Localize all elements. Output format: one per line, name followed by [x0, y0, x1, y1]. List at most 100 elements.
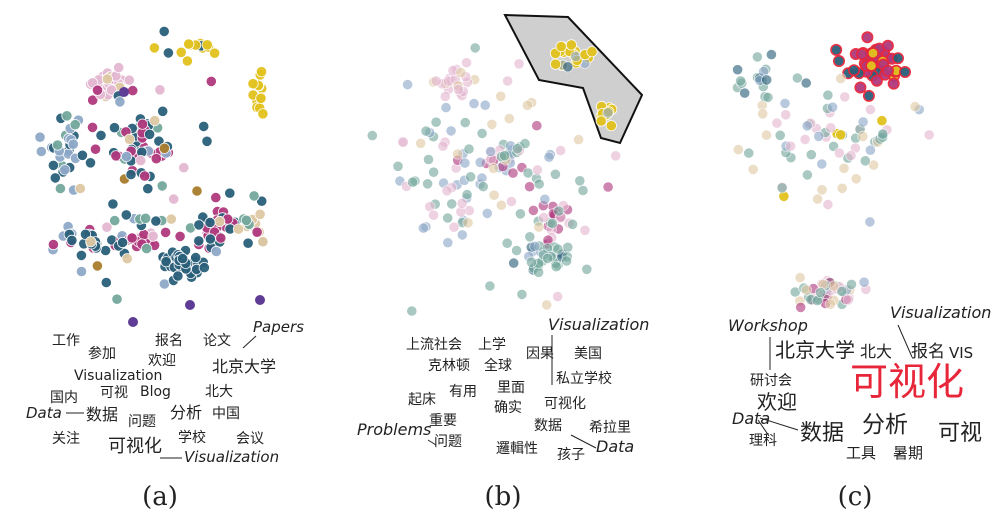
scatter-point[interactable]: [828, 280, 840, 292]
scatter-point[interactable]: [247, 78, 259, 90]
scatter-point[interactable]: [255, 66, 268, 78]
wordcloud-term[interactable]: 希拉里: [589, 420, 631, 436]
scatter-point[interactable]: [498, 150, 511, 162]
scatter-point[interactable]: [845, 278, 858, 290]
lasso-selection[interactable]: [503, 13, 644, 145]
scatter-point[interactable]: [86, 121, 99, 134]
scatter-point[interactable]: [210, 245, 222, 258]
scatter-point[interactable]: [864, 144, 877, 156]
scatter-point[interactable]: [204, 216, 216, 229]
scatter-point[interactable]: [455, 67, 467, 79]
scatter-point[interactable]: [138, 229, 150, 241]
scatter-point[interactable]: [838, 162, 850, 174]
scatter-point[interactable]: [193, 235, 205, 247]
wordcloud-term[interactable]: 私立学校: [556, 370, 612, 387]
scatter-point[interactable]: [456, 197, 468, 209]
scatter-point[interactable]: [610, 150, 622, 162]
wordcloud-term[interactable]: 研讨会: [750, 373, 792, 389]
wordcloud-term[interactable]: 上学: [478, 337, 506, 353]
scatter-point[interactable]: [430, 116, 442, 128]
scatter-point[interactable]: [552, 290, 564, 303]
wordcloud-term[interactable]: Visualization: [548, 315, 649, 334]
scatter-point[interactable]: [255, 295, 265, 305]
scatter-point[interactable]: [539, 193, 551, 205]
wordcloud-term[interactable]: 参加: [88, 345, 116, 362]
scatter-point[interactable]: [747, 163, 759, 175]
scatter-point[interactable]: [175, 46, 187, 58]
wordcloud-term[interactable]: Data: [26, 404, 62, 422]
scatter-point[interactable]: [881, 64, 894, 77]
scatter-point[interactable]: [397, 136, 409, 148]
scatter-point[interactable]: [791, 72, 804, 84]
scatter-point[interactable]: [91, 84, 104, 96]
wordcloud-term[interactable]: 上流社会: [406, 337, 462, 353]
scatter-point[interactable]: [406, 176, 419, 188]
scatter-point[interactable]: [822, 199, 834, 211]
scatter-point[interactable]: [215, 232, 227, 244]
scatter-point[interactable]: [67, 138, 79, 150]
scatter-point[interactable]: [366, 130, 378, 142]
scatter-point[interactable]: [49, 172, 61, 184]
scatter-point[interactable]: [765, 48, 778, 61]
scatter-point[interactable]: [224, 187, 236, 199]
scatter-point[interactable]: [59, 164, 71, 176]
scatter-point[interactable]: [210, 192, 222, 204]
scatter-point[interactable]: [495, 199, 507, 211]
scatter-point[interactable]: [549, 58, 562, 70]
wordcloud-term[interactable]: 报名: [911, 342, 945, 362]
scatter-point[interactable]: [524, 231, 536, 243]
scatter-point[interactable]: [605, 120, 617, 132]
scatter-point[interactable]: [154, 84, 166, 96]
scatter-point[interactable]: [814, 286, 827, 299]
scatter-point[interactable]: [836, 285, 848, 297]
scatter-point[interactable]: [577, 184, 589, 197]
wordcloud-term[interactable]: Problems: [357, 420, 431, 439]
scatter-point[interactable]: [401, 79, 414, 91]
scatter-point[interactable]: [459, 117, 471, 129]
scatter-point[interactable]: [459, 157, 471, 169]
scatter-point[interactable]: [579, 224, 591, 236]
scatter-point[interactable]: [581, 263, 593, 275]
scatter-point[interactable]: [825, 122, 837, 134]
scatter-point[interactable]: [602, 181, 614, 193]
scatter-point[interactable]: [95, 129, 107, 141]
wordcloud-term[interactable]: 确实: [494, 400, 522, 416]
wordcloud-term[interactable]: 问题: [434, 434, 462, 450]
scatter-point[interactable]: [100, 244, 112, 257]
wordcloud-term[interactable]: 重要: [429, 413, 457, 429]
scatter-point[interactable]: [108, 122, 121, 134]
scatter-point[interactable]: [864, 104, 877, 116]
scatter-point[interactable]: [177, 253, 189, 265]
scatter-point[interactable]: [209, 47, 221, 59]
scatter-point[interactable]: [554, 144, 567, 157]
scatter-point[interactable]: [140, 212, 152, 224]
scatter-point[interactable]: [121, 253, 133, 265]
scatter-point[interactable]: [150, 215, 162, 227]
scatter-point[interactable]: [66, 234, 78, 246]
scatter-point[interactable]: [835, 129, 847, 141]
scatter-point[interactable]: [87, 94, 99, 106]
scatter-point[interactable]: [156, 180, 168, 192]
scatter-point[interactable]: [183, 38, 195, 50]
scatter-point[interactable]: [256, 195, 268, 207]
wordcloud-term[interactable]: 论文: [203, 333, 231, 349]
scatter-point[interactable]: [550, 261, 562, 273]
scatter-point[interactable]: [510, 244, 523, 257]
wordcloud-term[interactable]: 北京大学: [212, 357, 276, 376]
scatter-point[interactable]: [533, 178, 545, 190]
scatter-point[interactable]: [865, 59, 878, 72]
scatter-point[interactable]: [204, 233, 216, 245]
scatter-point[interactable]: [255, 92, 267, 104]
scatter-point[interactable]: [119, 87, 129, 97]
wordcloud-term[interactable]: 全球: [484, 357, 512, 374]
scatter-point[interactable]: [542, 252, 554, 264]
scatter-point[interactable]: [857, 130, 869, 142]
scatter-point[interactable]: [198, 261, 210, 274]
scatter-point[interactable]: [442, 237, 454, 249]
scatter-point[interactable]: [101, 221, 113, 233]
scatter-point[interactable]: [505, 195, 517, 208]
scatter-point[interactable]: [866, 47, 879, 60]
scatter-point[interactable]: [440, 102, 452, 114]
scatter-point[interactable]: [887, 77, 900, 90]
scatter-point[interactable]: [514, 208, 527, 220]
